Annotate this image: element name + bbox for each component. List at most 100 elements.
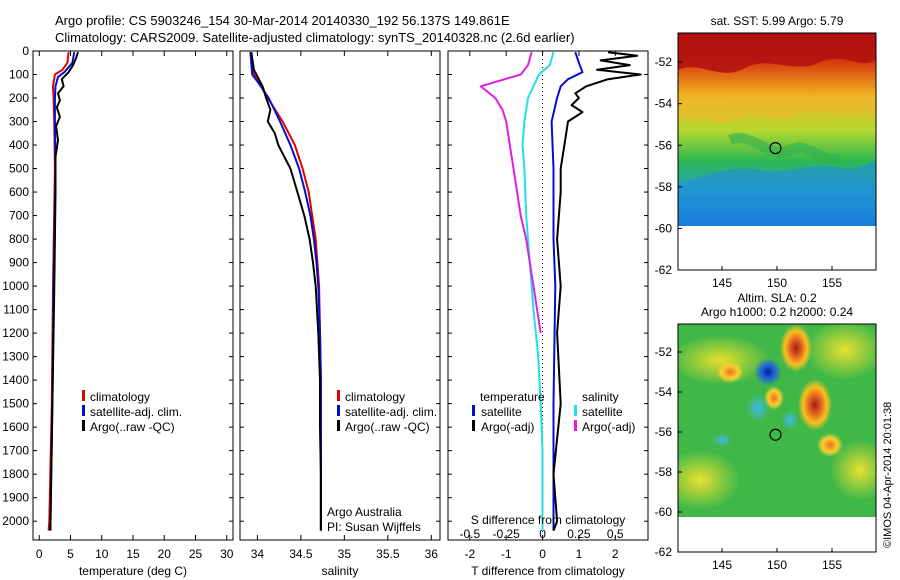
x-tick-label: -1	[501, 547, 512, 561]
legend-swatch-argo	[337, 420, 340, 431]
salinity-panel-frame	[239, 50, 441, 541]
depth-tick-label: 1100	[3, 303, 29, 317]
legend-label-t-satellite: satellite	[481, 405, 522, 419]
x-tick-label: 0	[539, 547, 546, 561]
map-x-tick-label: 150	[767, 558, 787, 572]
difference-plot: -2 -1 0 1 2 -0.5 -0.25 0 0.25 0.5	[448, 50, 648, 561]
depth-tick-label: 400	[9, 138, 29, 152]
series-line-salinity-satellite	[521, 51, 555, 531]
depth-tick-label: 1300	[2, 350, 29, 364]
sla-map-title: Altim. SLA: 0.2	[737, 291, 817, 305]
x-tick-label: 34	[251, 547, 265, 561]
x-tick-label: 35.5	[376, 547, 400, 561]
figure-title-line1: Argo profile: CS 5903246_154 30-Mar-2014…	[55, 13, 510, 28]
x-tick-label: 2	[612, 547, 619, 561]
depth-tick-label: 0	[22, 44, 29, 58]
map-y-tick-label: -58	[655, 180, 673, 194]
legend-label-t-argo: Argo(-adj)	[481, 420, 534, 434]
salinity-plot: 34 34.5 35 35.5 36	[240, 50, 440, 561]
map-y-tick-label: -62	[655, 263, 673, 277]
salinity-axis-label: salinity	[322, 564, 359, 578]
difference-legend: temperature salinity satellite Argo(-adj…	[472, 390, 635, 434]
x-tick-label: 10	[95, 547, 109, 561]
depth-tick-label: 900	[9, 256, 29, 270]
series-line-salinity-argo-adj-	[479, 51, 542, 334]
legend-swatch-satellite	[82, 405, 85, 416]
series-line-temperature-argo-adj-	[552, 51, 642, 531]
depth-tick-label: 2000	[2, 514, 29, 528]
temperature-plot: 0 5 10 15 20 25 30	[33, 50, 234, 561]
depth-tick-label: 700	[9, 209, 29, 223]
depth-tick-label: 300	[9, 115, 29, 129]
depth-axis: 0 100 200 300 400 500 600 700 800 900 1000 1100 1200…	[2, 44, 29, 528]
depth-tick-label: 1800	[2, 467, 29, 481]
legend-label-s-argo: Argo(-adj)	[582, 420, 635, 434]
series-line-satellite-adj-clim-	[249, 52, 322, 531]
map-y-tick-label: -52	[655, 55, 673, 69]
series-line-temperature-satellite	[550, 51, 584, 531]
sla-map-subtitle: Argo h1000: 0.2 h2000: 0.24	[701, 305, 853, 319]
legend-swatch-argo	[82, 420, 85, 431]
x-tick-label: 0	[36, 547, 43, 561]
legend-label-argo: Argo(..raw -QC)	[345, 420, 430, 434]
depth-tick-label: 1500	[2, 397, 29, 411]
map-y-tick-label: -56	[655, 425, 673, 439]
s-difference-axis-label: S difference from climatology	[471, 513, 626, 527]
x-tick-label-top: 0.25	[567, 527, 591, 541]
x-tick-label-top: -0.5	[459, 527, 480, 541]
x-tick-label: 5	[67, 547, 74, 561]
map-y-tick-label: -58	[655, 465, 673, 479]
depth-tick-label: 1600	[2, 420, 29, 434]
salinity-legend: climatology satellite-adj. clim. Argo(..…	[337, 390, 437, 434]
x-tick-label: 34.5	[289, 547, 313, 561]
sst-float-marker	[769, 142, 782, 155]
map-y-tick-label: -60	[655, 505, 673, 519]
sst-map-axes: 145 150 155 -52 -54 -56 -58 -60 -62	[655, 55, 843, 290]
x-tick-label-top: 0	[539, 527, 546, 541]
legend-swatch-s-argo	[574, 420, 577, 431]
legend-swatch-climatology	[82, 390, 85, 401]
x-tick-label: 15	[126, 547, 140, 561]
depth-tick-label: 800	[9, 232, 29, 246]
series-line-argo-raw-qc-	[49, 51, 79, 531]
map-y-tick-label: -52	[655, 345, 673, 359]
temperature-axis-label: temperature (deg C)	[79, 564, 187, 578]
x-tick-label: 20	[158, 547, 172, 561]
legend-label-s-satellite: satellite	[582, 405, 623, 419]
legend-label-satellite: satellite-adj. clim.	[90, 405, 182, 419]
depth-tick-label: 1000	[2, 279, 29, 293]
legend-label-climatology: climatology	[90, 390, 150, 404]
depth-tick-label: 500	[9, 162, 29, 176]
legend-label-climatology: climatology	[345, 390, 405, 404]
series-line-argo-raw-qc-	[250, 52, 322, 531]
depth-tick-label: 600	[9, 185, 29, 199]
temperature-panel-frame	[32, 50, 234, 541]
legend-label-argo: Argo(..raw -QC)	[90, 420, 175, 434]
x-tick-label-top: -0.25	[493, 527, 521, 541]
legend-label-satellite: satellite-adj. clim.	[345, 405, 437, 419]
sla-float-marker	[769, 428, 782, 441]
x-tick-label-top: 0.5	[607, 527, 624, 541]
salinity-annotation-line1: Argo Australia	[327, 505, 402, 519]
map-x-tick-label: 155	[822, 558, 842, 572]
legend-swatch-t-argo	[472, 420, 475, 431]
map-x-tick-label: 155	[822, 276, 842, 290]
map-x-tick-label: 150	[767, 276, 787, 290]
map-x-tick-label: 145	[712, 276, 732, 290]
sst-map-title: sat. SST: 5.99 Argo: 5.79	[711, 14, 844, 28]
depth-tick-label: 1700	[2, 444, 29, 458]
difference-panel-frame	[447, 50, 649, 541]
x-tick-label: 25	[189, 547, 203, 561]
legend-swatch-s-satellite	[574, 405, 577, 416]
imos-timestamp: ©IMOS 04-Apr-2014 20:01:38	[882, 402, 894, 548]
sla-map-field	[678, 324, 876, 517]
x-tick-label: -2	[464, 547, 475, 561]
legend-swatch-climatology	[337, 390, 340, 401]
legend-title-salinity: salinity	[582, 390, 619, 404]
depth-tick-label: 1400	[2, 373, 29, 387]
x-tick-label: 36	[425, 547, 439, 561]
series-line-climatology	[249, 52, 322, 531]
depth-tick-label: 200	[9, 91, 29, 105]
legend-swatch-t-satellite	[472, 405, 475, 416]
